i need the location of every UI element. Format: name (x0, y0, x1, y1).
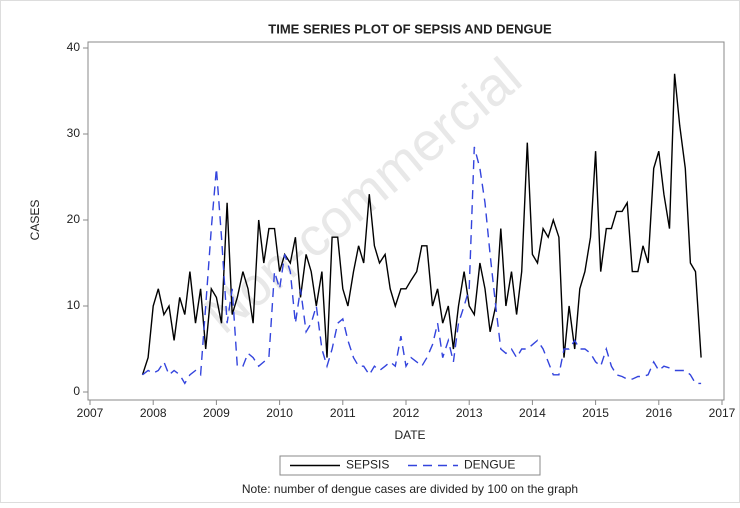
x-tick-label: 2008 (140, 406, 167, 420)
x-tick-label: 2007 (77, 406, 104, 420)
note: Note: number of dengue cases are divided… (242, 482, 578, 496)
legend-label: DENGUE (464, 458, 515, 472)
x-tick-label: 2017 (709, 406, 736, 420)
y-tick-label: 0 (73, 384, 80, 398)
y-tick-label: 10 (67, 298, 81, 312)
y-tick-label: 20 (67, 212, 81, 226)
x-tick-label: 2011 (330, 406, 356, 420)
x-tick-label: 2014 (519, 406, 546, 420)
x-tick-label: 2010 (266, 406, 293, 420)
x-tick-label: 2012 (393, 406, 420, 420)
series-line (142, 146, 702, 385)
x-tick-label: 2013 (456, 406, 483, 420)
x-tick-label: 2009 (203, 406, 230, 420)
x-tick-label: 2015 (582, 406, 609, 420)
y-tick-label: 40 (67, 40, 81, 54)
series-line (141, 73, 702, 376)
y-tick-label: 30 (67, 126, 81, 140)
x-axis-label: DATE (394, 428, 425, 442)
legend-label: SEPSIS (346, 458, 389, 472)
chart-title: TIME SERIES PLOT OF SEPSIS AND DENGUE (268, 21, 552, 36)
x-tick-label: 2016 (645, 406, 672, 420)
y-axis-label: CASES (28, 200, 42, 241)
